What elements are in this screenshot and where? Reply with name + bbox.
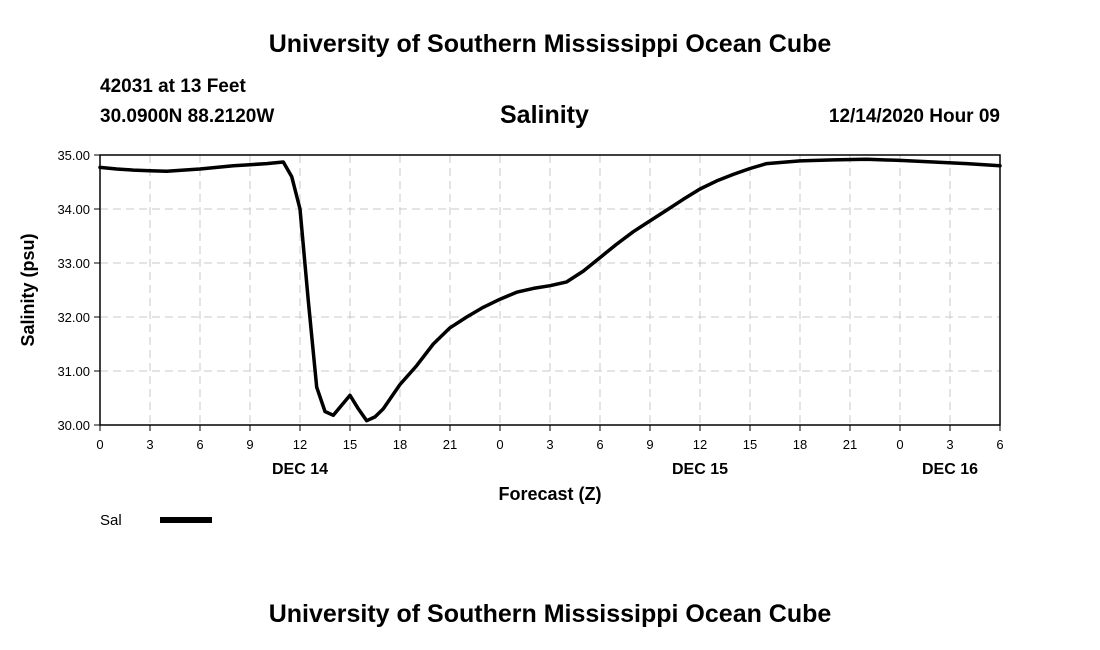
x-tick-label: 9: [246, 437, 253, 452]
x-tick-label: 6: [196, 437, 203, 452]
x-tick-label: 0: [896, 437, 903, 452]
y-tick-label: 32.00: [57, 310, 90, 325]
x-tick-label: 0: [96, 437, 103, 452]
x-tick-label: 3: [146, 437, 153, 452]
day-label: DEC 14: [272, 461, 328, 478]
day-label: DEC 15: [672, 461, 728, 478]
legend-label-sal: Sal: [100, 512, 122, 529]
x-axis-label: Forecast (Z): [498, 484, 601, 504]
y-tick-label: 30.00: [57, 418, 90, 433]
x-tick-label: 3: [546, 437, 553, 452]
axes: 30.00 31.00 32.00 33.00 34.00 35.00 0 3 6 9 12 15 18…: [57, 148, 1003, 478]
bottom-title: University of Southern Mississippi Ocean…: [268, 600, 832, 628]
day-label: DEC 16: [922, 461, 978, 478]
x-tick-label: 21: [843, 437, 857, 452]
y-tick-label: 35.00: [57, 148, 90, 163]
x-tick-label: 18: [793, 437, 807, 452]
y-axis-label: Salinity (psu): [18, 233, 38, 346]
y-tick-label: 33.00: [57, 256, 90, 271]
series-line-sal: [98, 157, 1002, 423]
x-tick-label: 9: [646, 437, 653, 452]
station-label: 42031 at 13 Feet: [100, 76, 246, 97]
top-title: University of Southern Mississippi Ocean…: [268, 30, 832, 58]
x-tick-label: 0: [496, 437, 503, 452]
x-tick-label: 12: [293, 437, 307, 452]
x-tick-label: 15: [343, 437, 357, 452]
series-layer: [98, 157, 1002, 423]
x-tick-label: 15: [743, 437, 757, 452]
x-tick-label: 3: [946, 437, 953, 452]
x-tick-label: 6: [596, 437, 603, 452]
y-tick-label: 31.00: [57, 364, 90, 379]
x-tick-label: 6: [996, 437, 1003, 452]
chart-title: Salinity: [500, 101, 589, 129]
grid: [99, 154, 1001, 426]
y-tick-label: 34.00: [57, 202, 90, 217]
legend: Sal: [100, 512, 212, 529]
salinity-chart: 30.00 31.00 32.00 33.00 34.00 35.00 0 3 6 9 12 15 18…: [18, 148, 1004, 529]
datetime-label: 12/14/2020 Hour 09: [828, 106, 1000, 127]
x-tick-label: 21: [443, 437, 457, 452]
x-tick-label: 18: [393, 437, 407, 452]
x-tick-label: 12: [693, 437, 707, 452]
location-label: 30.0900N 88.2120W: [100, 106, 275, 127]
